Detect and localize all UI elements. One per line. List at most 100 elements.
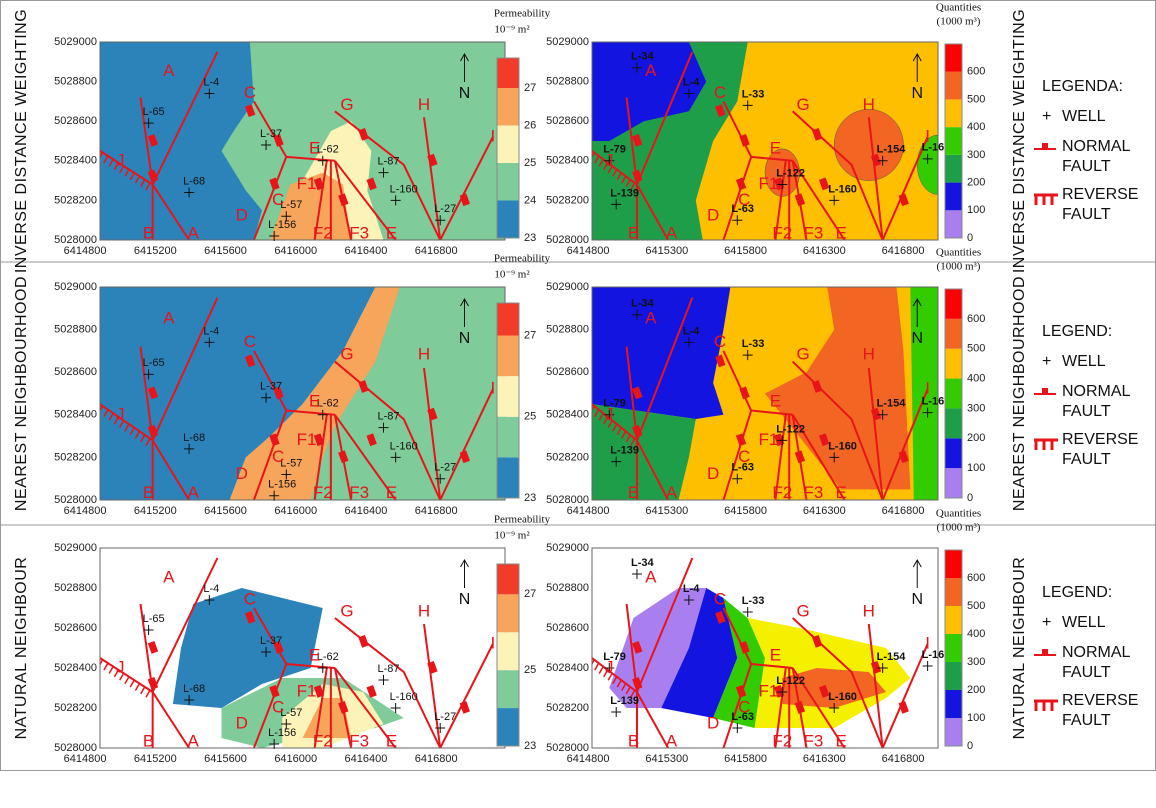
y-tick-label: 5028800 [54,324,97,336]
fault-tick [794,193,806,207]
colorbar-band [945,634,962,662]
well-label: L-33 [742,595,765,607]
fault-line [313,160,328,240]
fault-label: D [707,464,719,483]
fault-tick [898,450,909,464]
fault-label: D [236,206,248,225]
fault-label: E [309,645,320,664]
y-tick-label: 5028600 [54,366,97,378]
reverse-fault-hatch [108,412,114,421]
fault-label: F1 [297,430,317,449]
fault-label: F1 [759,681,779,700]
y-tick-label: 5029000 [546,542,589,554]
fault-line [751,155,793,162]
map-panel [100,287,505,500]
well-label: L-139 [610,187,639,199]
fault-line [313,667,328,748]
colorbar-band [945,154,962,183]
x-tick-label: 6414800 [567,505,610,517]
reverse-fault-hatch [124,423,130,432]
colorbar-band [497,708,519,746]
legend-well-symbol: + [1042,353,1051,370]
well-label: L-63 [731,462,754,474]
fault-label: D [707,206,719,225]
reverse-fault-hatch [103,155,109,164]
fault-label: F3 [349,483,369,502]
well-label: L-57 [280,707,302,719]
x-tick-label: 6415200 [134,245,177,257]
fault-label: J [605,657,614,676]
colorbar-border [496,302,520,499]
x-tick-label: 6415300 [645,245,688,257]
fault-label: H [418,345,430,364]
legend-normal: NORMAL [1062,644,1131,661]
well-label: L-62 [317,398,339,410]
reverse-fault-hatch [103,409,109,417]
plot-border [591,41,939,241]
fault-label: C [244,332,256,351]
well-label: L-57 [280,457,302,469]
fault-line [867,367,884,500]
well-marker [281,469,292,480]
well-marker [378,422,389,433]
fault-label: A [163,308,175,327]
y-tick-label: 5028000 [546,742,589,754]
legend-normal: NORMAL [1062,383,1131,400]
fault-label: A [163,567,175,586]
contour-zone [592,287,731,420]
fault-label: E [386,224,397,243]
colorbar-tick-label: 27 [524,329,536,341]
well-label: L-4 [683,325,700,337]
well-marker [143,369,154,380]
well-label: L-63 [731,203,754,215]
y-tick-label: 5028400 [54,155,97,167]
fault-label: H [863,95,875,114]
y-tick-label: 5028800 [54,582,97,594]
reverse-fault [100,403,154,442]
well-label: L-62 [317,144,339,156]
north-label: N [459,330,471,347]
colorbar-tick-label: 0 [967,740,973,752]
fault-label: B [628,224,639,243]
well-marker [829,703,840,713]
fault-label: G [796,95,809,114]
fault-label: C [714,589,726,608]
fault-tick [338,193,349,207]
colorbar-tick-label: 500 [967,600,985,612]
fault-tick [269,433,280,447]
fault-line [439,388,494,500]
fault-label: E [835,731,846,750]
fault-label: A [645,308,657,327]
reverse-fault-hatch [616,679,622,688]
reverse-fault-hatch [124,676,130,685]
well-marker [732,723,743,733]
legend-well-symbol: + [1042,614,1051,631]
y-tick-label: 5028000 [54,494,97,506]
fault-label: J [116,404,125,423]
colorbar-band [945,606,962,634]
x-tick-label: 6414800 [64,245,107,257]
fault-label: I [925,127,930,146]
y-tick-label: 5028600 [54,115,97,127]
fault-line [774,414,787,500]
contour-zone [100,287,376,500]
fault-label: E [309,138,320,157]
fault-tick [773,177,785,191]
fault-tick [459,193,470,207]
well-label: L-33 [742,338,765,350]
well-marker [390,703,401,713]
reverse-fault-hatch [616,172,622,181]
x-tick-label: 6416800 [882,245,925,257]
well-label: L-4 [683,583,700,595]
well-label: L-79 [603,651,626,663]
reverse-fault-hatch [630,182,636,191]
well-label: L-37 [260,381,282,393]
colorbar-tick-label: 27 [524,82,536,94]
fault-label: F2 [313,731,333,750]
well-marker [261,392,272,403]
colorbar-band [497,670,519,709]
y-tick-label: 5028200 [546,451,589,463]
fault-label: C [272,447,284,466]
colorbar-unit: 10⁻⁹ m² [494,530,530,542]
fault-tick [632,133,643,147]
